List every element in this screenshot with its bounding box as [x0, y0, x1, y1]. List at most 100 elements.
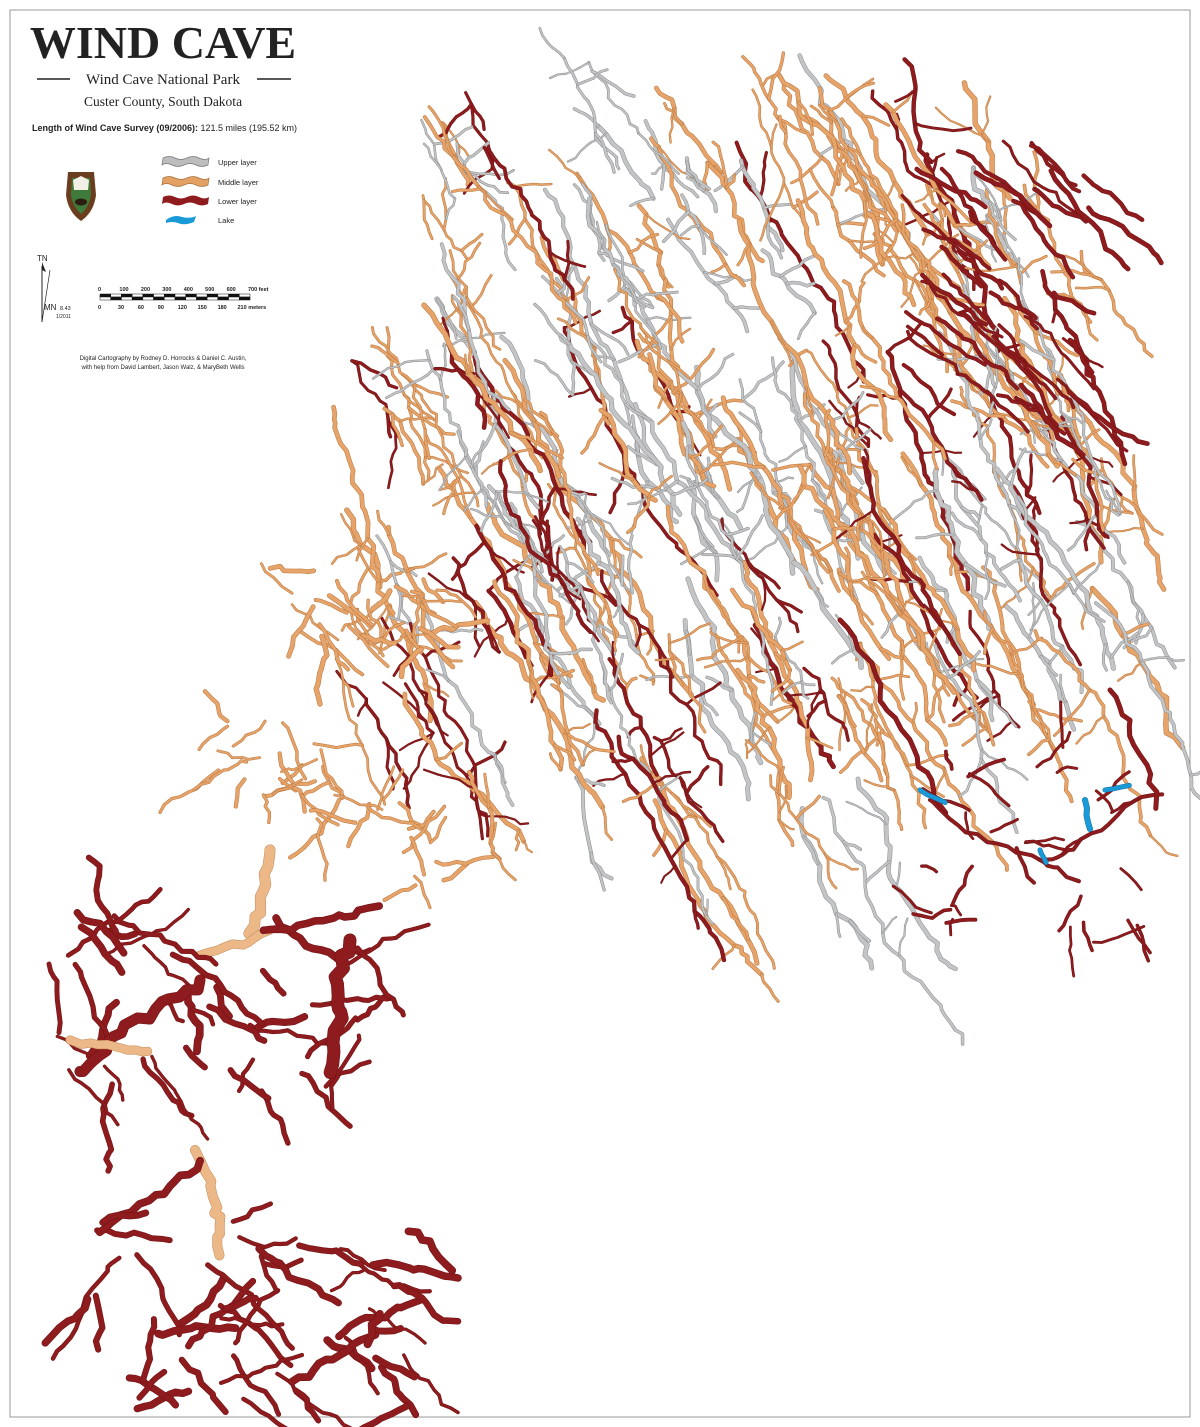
passage — [921, 227, 992, 271]
passage — [190, 1007, 215, 1026]
passage — [470, 102, 486, 131]
passage — [575, 172, 684, 344]
passage — [548, 149, 588, 190]
passage — [573, 107, 600, 127]
passage — [477, 185, 514, 221]
passage — [668, 361, 690, 378]
passage — [612, 606, 620, 618]
passage — [523, 840, 533, 853]
passage — [778, 445, 807, 463]
passage — [848, 147, 861, 156]
passage — [312, 742, 364, 749]
passage — [690, 425, 723, 459]
legend: Upper layer Middle layer Lower layer Lak… — [161, 156, 259, 225]
passage — [498, 459, 592, 634]
passage — [1027, 738, 1051, 756]
passage — [802, 540, 823, 584]
passage — [935, 188, 975, 226]
passage — [234, 777, 247, 808]
scale-segment — [206, 293, 219, 298]
passage — [704, 656, 749, 668]
passage — [487, 625, 500, 653]
passage — [310, 995, 394, 1008]
passage — [405, 1228, 456, 1274]
passage — [1071, 458, 1099, 475]
passage — [391, 1282, 461, 1325]
passage — [853, 343, 877, 364]
passage — [599, 408, 658, 503]
passage — [649, 731, 684, 757]
passage — [316, 817, 329, 882]
passage — [951, 480, 978, 492]
passage — [900, 270, 922, 308]
passage — [906, 330, 959, 374]
scale-segment — [164, 296, 176, 301]
passage — [538, 27, 565, 59]
passage — [680, 546, 711, 565]
passage — [268, 564, 316, 574]
passage — [660, 865, 676, 884]
passage — [659, 727, 683, 742]
passage — [900, 597, 913, 616]
legend-swatch-middle — [161, 176, 210, 187]
passage — [78, 924, 125, 976]
passage — [393, 655, 410, 677]
passage — [483, 146, 575, 301]
passage — [219, 1316, 284, 1328]
passage — [437, 102, 473, 139]
passage — [243, 845, 275, 939]
passage — [360, 634, 397, 646]
passage — [329, 1034, 361, 1110]
passage — [906, 325, 944, 357]
passage — [657, 392, 682, 425]
passage — [451, 540, 486, 581]
passage — [759, 182, 785, 242]
passage — [347, 625, 389, 668]
scale-label-feet: 600 — [227, 287, 236, 293]
passage — [918, 788, 948, 805]
passage — [753, 623, 836, 769]
passage — [921, 449, 962, 454]
passage — [991, 335, 1057, 400]
passage — [880, 550, 886, 577]
passage — [1132, 454, 1136, 491]
passage — [423, 115, 578, 325]
passage — [645, 674, 693, 681]
passage — [1024, 315, 1095, 390]
passage — [863, 218, 898, 250]
passage — [777, 117, 806, 134]
passage — [861, 115, 890, 127]
passage — [1057, 895, 1083, 932]
passage — [429, 816, 447, 844]
passage — [904, 310, 987, 367]
passage — [1003, 604, 1076, 732]
passage — [74, 909, 127, 957]
legend-swatch-upper — [161, 156, 210, 167]
passage — [628, 233, 659, 254]
passage — [582, 551, 600, 576]
passage — [778, 115, 787, 134]
passage — [977, 504, 983, 525]
passage — [984, 551, 990, 600]
passage — [775, 485, 806, 520]
passage — [624, 403, 652, 421]
passage — [685, 630, 691, 655]
passage — [770, 320, 792, 364]
passage — [503, 358, 561, 479]
passage — [702, 574, 792, 705]
passage — [860, 514, 871, 531]
passage — [640, 326, 658, 345]
passage — [558, 334, 682, 517]
passage — [321, 765, 345, 798]
passage — [612, 319, 634, 334]
passage — [515, 829, 520, 851]
declination: 8.43 — [60, 306, 71, 312]
passage — [846, 801, 887, 825]
passage — [452, 295, 471, 331]
passage — [622, 782, 663, 803]
passage — [601, 806, 613, 841]
scale-segment — [239, 296, 251, 301]
passage — [66, 1036, 152, 1056]
